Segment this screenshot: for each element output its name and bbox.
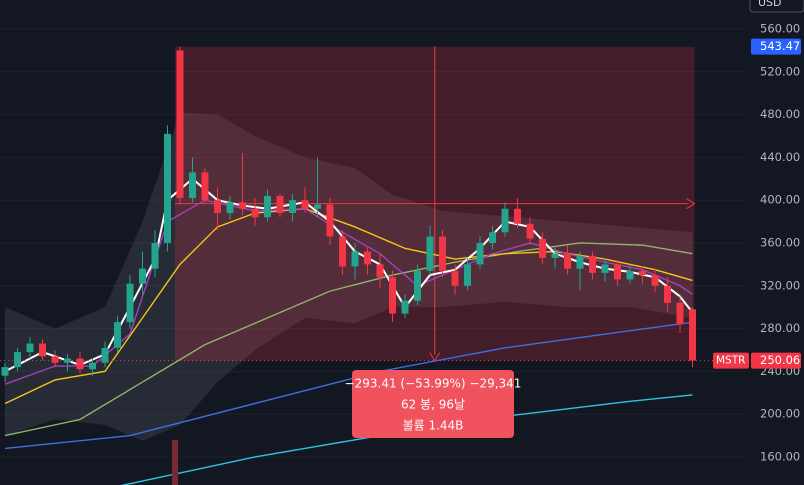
measure-tooltip: −293.41 (−53.99%) −29,341 62 봉, 96날 볼륨 1… bbox=[345, 370, 522, 438]
candle-body bbox=[51, 356, 59, 363]
candle-body bbox=[351, 251, 359, 267]
candle-body bbox=[126, 283, 134, 323]
volume-bar bbox=[172, 440, 178, 485]
candle-body bbox=[214, 200, 221, 214]
y-tick-label: 480.00 bbox=[760, 107, 800, 121]
candle-body bbox=[626, 270, 634, 280]
candle-body bbox=[14, 352, 21, 368]
candle-body bbox=[239, 202, 246, 209]
candle-body bbox=[276, 195, 284, 214]
candle-body bbox=[289, 200, 296, 214]
candle-body bbox=[201, 172, 209, 201]
candle-body bbox=[89, 362, 96, 370]
y-tick-label: 560.00 bbox=[760, 21, 800, 35]
y-tick-label: 520.00 bbox=[760, 64, 800, 78]
currency-button[interactable] bbox=[749, 0, 804, 13]
y-tick-label: 360.00 bbox=[760, 235, 800, 249]
candle-body bbox=[364, 251, 371, 265]
volume-label: 볼륨 1.44B bbox=[403, 419, 464, 433]
candle-body bbox=[389, 277, 396, 314]
candle-body bbox=[401, 300, 409, 314]
y-tick-label: 200.00 bbox=[760, 407, 800, 421]
y-tick-label: 400.00 bbox=[760, 193, 800, 207]
candle-body bbox=[564, 253, 571, 269]
measure-arrow bbox=[686, 198, 696, 210]
candle-body bbox=[151, 242, 159, 269]
candle-body bbox=[601, 264, 609, 273]
candle-body bbox=[426, 236, 434, 271]
price-axis: 160.00200.00240.00280.00320.00360.00400.… bbox=[760, 21, 800, 463]
candle-body bbox=[651, 275, 659, 286]
candle-body bbox=[226, 202, 234, 214]
candle-body bbox=[589, 255, 596, 273]
last-price-label: 250.06 bbox=[760, 353, 800, 367]
candle-body bbox=[64, 358, 71, 363]
candle-body bbox=[664, 285, 671, 303]
candle-body bbox=[264, 195, 271, 218]
candle-body bbox=[114, 322, 121, 348]
candle-body bbox=[476, 242, 484, 265]
last-price-tag bbox=[751, 352, 801, 369]
price-labels: 543.47 MSTR 250.06 bbox=[713, 38, 801, 369]
high-price-tag bbox=[751, 38, 801, 55]
candle-body bbox=[139, 268, 146, 284]
candle-body bbox=[414, 270, 421, 301]
candle-body bbox=[301, 200, 309, 209]
candle-body bbox=[639, 270, 646, 276]
candle-body bbox=[326, 204, 334, 237]
bars-label: 62 봉, 96날 bbox=[401, 398, 465, 412]
candle-body bbox=[339, 236, 346, 267]
change-label: −293.41 (−53.99%) −29,341 bbox=[345, 377, 522, 391]
candle-body bbox=[451, 270, 459, 286]
candle-body bbox=[39, 343, 46, 357]
candle-body bbox=[189, 172, 196, 199]
candle-body bbox=[676, 302, 684, 325]
candle-body bbox=[76, 358, 84, 370]
high-price-label: 543.47 bbox=[760, 39, 800, 53]
currency: USD bbox=[758, 0, 782, 9]
candle-body bbox=[376, 264, 384, 278]
candle-body bbox=[689, 309, 696, 361]
candle-body bbox=[1, 367, 9, 376]
tooltip-box bbox=[352, 370, 514, 438]
symbol-tag bbox=[713, 352, 749, 369]
candle-body bbox=[526, 223, 534, 239]
candle-body bbox=[464, 264, 471, 286]
symbol-label: MSTR bbox=[716, 355, 745, 367]
moving-average bbox=[4, 242, 693, 437]
y-tick-label: 320.00 bbox=[760, 278, 800, 292]
candle-body bbox=[101, 347, 109, 363]
candle-body bbox=[539, 238, 546, 258]
candle-body bbox=[164, 133, 171, 243]
candle-body bbox=[614, 264, 621, 280]
candle-body bbox=[551, 253, 559, 258]
candle-body bbox=[576, 255, 584, 269]
candle-body bbox=[514, 208, 521, 224]
candle-body bbox=[176, 50, 184, 199]
candle-body bbox=[489, 232, 496, 243]
y-tick-label: 280.00 bbox=[760, 321, 800, 335]
candle-body bbox=[439, 236, 446, 271]
candle-body bbox=[314, 204, 321, 209]
candle-body bbox=[26, 343, 34, 353]
y-tick-label: 440.00 bbox=[760, 150, 800, 164]
plot bbox=[0, 46, 745, 485]
y-tick-label: 160.00 bbox=[760, 449, 800, 463]
candle-body bbox=[501, 208, 509, 233]
candle-body bbox=[251, 208, 259, 218]
